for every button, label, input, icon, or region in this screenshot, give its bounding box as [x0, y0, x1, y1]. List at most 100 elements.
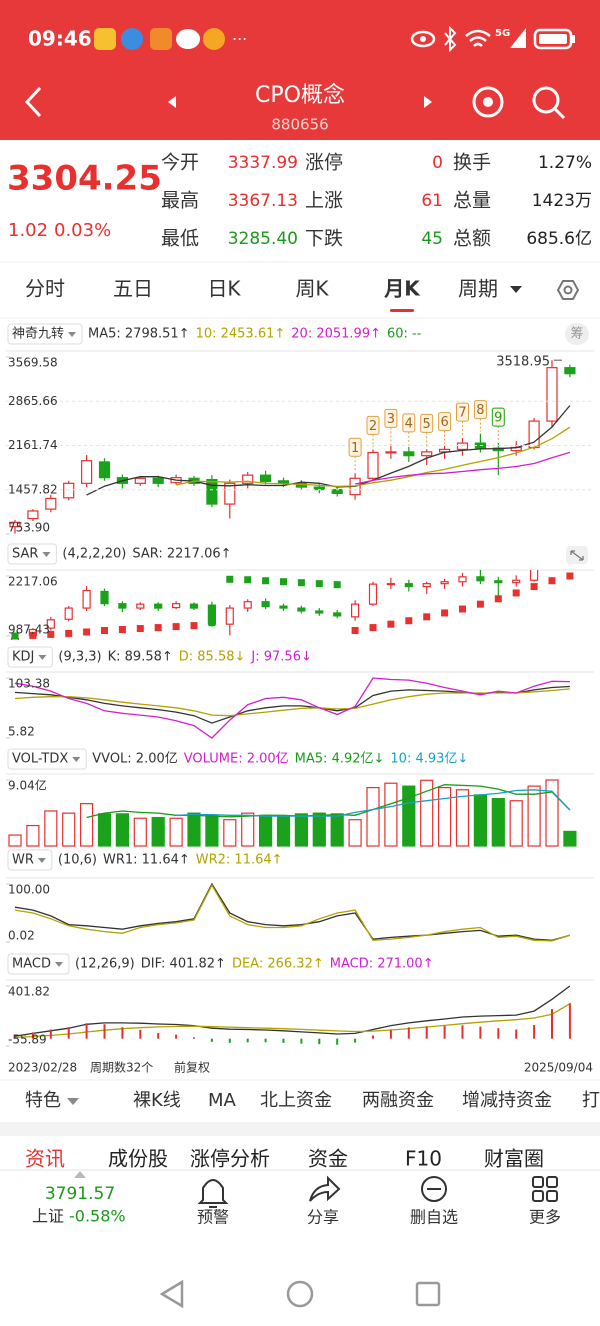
news-tab[interactable]: 涨停分析 — [190, 1147, 270, 1171]
period-tab[interactable]: 五日 — [113, 277, 153, 301]
settings-icon — [563, 285, 573, 295]
indicator-name[interactable]: SAR — [12, 547, 38, 562]
bar — [420, 779, 434, 847]
bar — [276, 816, 291, 847]
bar — [223, 819, 237, 847]
bar — [455, 789, 470, 847]
bar — [175, 1034, 178, 1039]
candle-body — [82, 589, 91, 609]
next-button[interactable] — [424, 96, 432, 108]
period-tab[interactable]: 月K — [383, 277, 421, 301]
indicator-params: (4,2,2,20) — [62, 547, 126, 562]
function-tab[interactable]: MA — [208, 1090, 237, 1111]
network-label: 5G — [495, 28, 510, 39]
legend-entry: 10: 4.93亿↓ — [390, 752, 468, 767]
bluetooth-icon — [444, 25, 457, 53]
candle-body — [260, 474, 272, 483]
stock-title: CPO概念 — [255, 83, 345, 108]
news-tabs: 资讯 成份股 涨停分析 资金 F10 财富圈 — [25, 1147, 544, 1171]
function-tabs: 特色 裸K线 MA 北上资金 两融资金 增减持资金 打 — [25, 1090, 600, 1111]
period-tab[interactable]: 日K — [207, 277, 241, 301]
y-tick-label: 987.43 — [8, 623, 50, 637]
sar-dot — [530, 583, 538, 591]
indicator-line — [176, 789, 571, 817]
period-tab[interactable]: 周期 — [458, 277, 498, 301]
assistant-button[interactable] — [472, 86, 504, 118]
function-tab[interactable]: 特色 — [25, 1090, 61, 1111]
news-tab[interactable]: 资金 — [308, 1147, 348, 1171]
period-tab[interactable]: 分时 — [25, 277, 65, 301]
dropdown-arrow — [510, 286, 522, 293]
news-tab[interactable]: 成份股 — [108, 1147, 168, 1171]
sar-dot — [280, 578, 287, 586]
news-tab[interactable]: F10 — [405, 1147, 442, 1171]
search-button[interactable] — [532, 86, 560, 114]
indicator-line — [86, 405, 571, 496]
indicator-name[interactable]: KDJ — [12, 650, 34, 665]
indicator-name[interactable]: WR — [12, 853, 34, 868]
nine-turn-label: 4 — [405, 416, 413, 431]
sar-dot — [101, 627, 108, 635]
sar-dot — [83, 628, 91, 636]
legend-entry: VOLUME: 2.00亿 — [184, 752, 289, 767]
sar-dot — [566, 572, 574, 580]
indicator-name[interactable]: MACD — [12, 957, 51, 972]
candle-body — [98, 461, 111, 479]
toolbar-button[interactable]: 分享 — [307, 1208, 339, 1227]
bar — [26, 824, 40, 847]
nine-turn-box — [366, 415, 380, 435]
candle-body — [136, 603, 145, 609]
panel — [9, 360, 576, 534]
sar-dot — [47, 630, 55, 638]
function-tab[interactable]: 北上资金 — [260, 1090, 332, 1111]
function-tab[interactable]: 裸K线 — [133, 1090, 181, 1111]
indicator-name[interactable]: VOL-TDX — [12, 752, 68, 767]
nine-turn-box — [456, 402, 469, 422]
eye-icon — [410, 30, 436, 48]
panel — [14, 985, 571, 1045]
news-tab[interactable]: 资讯 — [25, 1147, 65, 1171]
prev-button[interactable] — [168, 96, 176, 108]
sar-dot — [459, 605, 466, 613]
indicator-name[interactable]: 神奇九转 — [12, 326, 64, 342]
signal-icon — [510, 28, 526, 48]
sar-dot — [494, 595, 502, 603]
nav-recent[interactable] — [415, 1281, 441, 1307]
nav-back[interactable] — [159, 1279, 184, 1309]
sar-dot — [369, 624, 377, 632]
bar — [389, 1029, 392, 1039]
candle-body — [404, 583, 413, 588]
settings-icon[interactable] — [556, 280, 580, 300]
share-icon — [309, 1175, 341, 1202]
back-button[interactable] — [24, 86, 42, 118]
candle-body — [564, 367, 576, 375]
indicator-dropdown — [37, 858, 46, 863]
bar — [497, 1028, 500, 1039]
candle-body — [243, 601, 252, 609]
news-tab[interactable]: 财富圈 — [484, 1147, 544, 1171]
candle-body — [422, 583, 431, 588]
chip-button-label: 筹 — [570, 326, 583, 342]
assistant-button — [483, 97, 493, 107]
sar-dot — [512, 589, 520, 597]
period-tab[interactable]: 周K — [295, 277, 329, 301]
function-tab[interactable]: 打 — [582, 1090, 600, 1111]
bar — [384, 782, 398, 847]
nine-turn-box — [348, 437, 362, 457]
indicator-box — [7, 323, 83, 345]
bar — [67, 1027, 70, 1039]
function-tab[interactable]: 两融资金 — [362, 1090, 434, 1111]
toolbar-button[interactable]: 更多 — [529, 1208, 561, 1227]
function-tab[interactable]: 增减持资金 — [462, 1090, 552, 1111]
indicator-dropdown — [38, 655, 47, 660]
toolbar-button[interactable]: 删自选 — [410, 1208, 458, 1227]
quote-label: 总量 — [453, 190, 491, 212]
legend-entry: DIF: 401.82↑ — [141, 957, 226, 972]
toolbar-button[interactable]: 预警 — [197, 1208, 229, 1227]
nav-home[interactable] — [286, 1280, 314, 1308]
index-toggle[interactable] — [74, 1171, 86, 1178]
candle-body — [46, 619, 55, 629]
indicator-line — [86, 784, 571, 819]
chip-button[interactable] — [565, 323, 589, 345]
